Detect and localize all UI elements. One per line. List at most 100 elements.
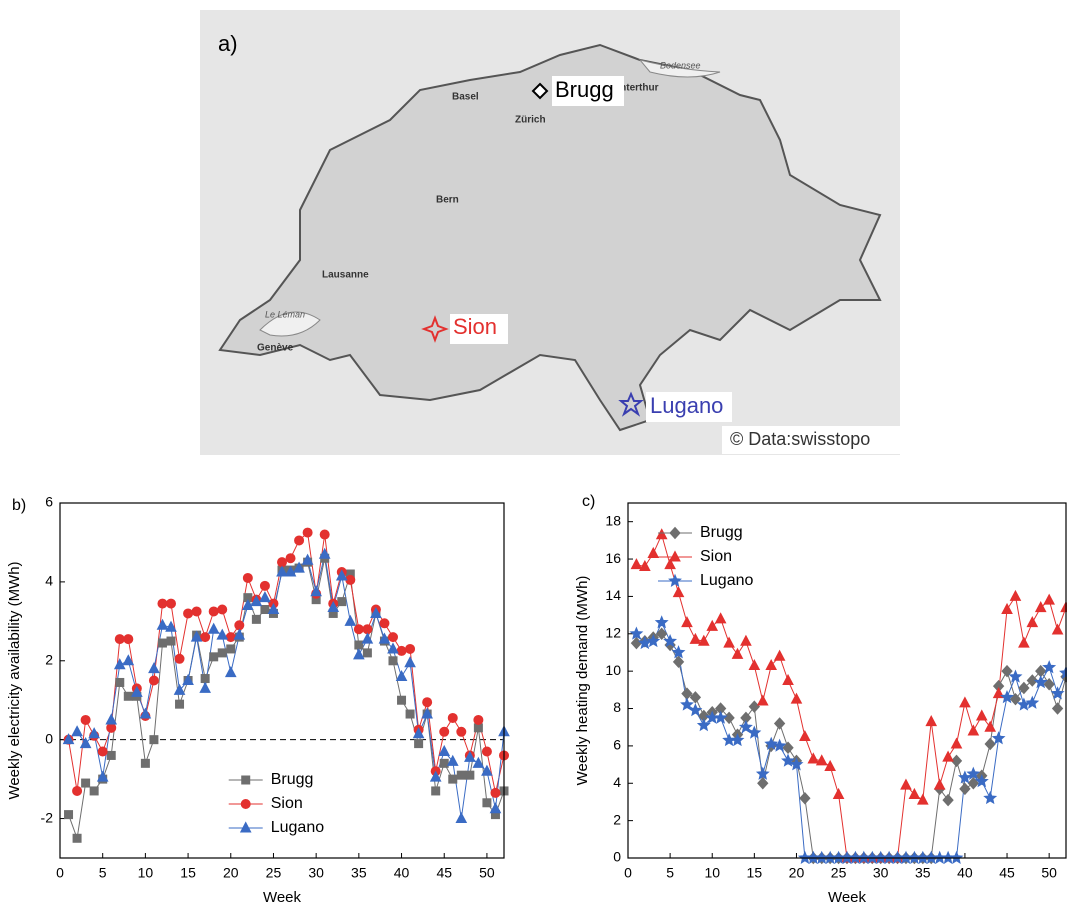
marker bbox=[824, 759, 836, 771]
marker bbox=[765, 658, 778, 671]
marker bbox=[191, 606, 202, 617]
marker bbox=[174, 653, 185, 664]
marker bbox=[421, 707, 433, 719]
panel-label: b) bbox=[12, 497, 26, 514]
site-marker bbox=[618, 391, 644, 417]
marker bbox=[396, 645, 407, 656]
marker bbox=[72, 785, 83, 796]
marker bbox=[639, 559, 651, 572]
y-tick-label: 0 bbox=[45, 730, 53, 746]
lake bbox=[259, 311, 321, 337]
marker bbox=[200, 674, 210, 684]
y-tick-label: -2 bbox=[41, 809, 54, 825]
marker bbox=[199, 681, 211, 693]
label-box bbox=[552, 76, 624, 106]
marker bbox=[353, 648, 365, 660]
marker bbox=[672, 655, 685, 669]
marker bbox=[1043, 593, 1055, 605]
marker bbox=[773, 649, 786, 661]
marker bbox=[671, 645, 686, 659]
legend-label: Sion bbox=[271, 795, 303, 812]
marker bbox=[925, 715, 938, 727]
x-tick-label: 40 bbox=[957, 865, 973, 881]
marker bbox=[354, 640, 364, 650]
marker bbox=[157, 598, 168, 609]
x-tick-label: 50 bbox=[479, 865, 495, 881]
marker bbox=[123, 634, 134, 645]
marker bbox=[431, 786, 441, 796]
plot-frame bbox=[59, 502, 505, 859]
marker bbox=[991, 731, 1006, 745]
marker bbox=[362, 624, 373, 635]
y-tick-label: 6 bbox=[45, 494, 53, 510]
marker bbox=[1050, 686, 1065, 700]
y-tick-label: 14 bbox=[605, 587, 621, 603]
marker bbox=[689, 691, 702, 704]
lake-label: Le Léman bbox=[265, 309, 305, 319]
marker bbox=[319, 529, 330, 540]
map-credit: © Data:swisstopo bbox=[730, 429, 870, 449]
city-label: Basel bbox=[452, 92, 479, 103]
legend-marker bbox=[668, 573, 682, 587]
marker bbox=[405, 709, 415, 719]
marker bbox=[672, 586, 685, 598]
marker bbox=[748, 658, 761, 671]
marker bbox=[370, 606, 382, 618]
marker bbox=[456, 726, 467, 737]
marker bbox=[387, 642, 399, 654]
marker bbox=[464, 750, 476, 762]
x-tick-label: 40 bbox=[394, 865, 410, 881]
marker bbox=[175, 699, 185, 709]
plot-frame bbox=[627, 502, 1067, 859]
marker bbox=[422, 697, 433, 708]
marker bbox=[64, 810, 74, 820]
marker bbox=[251, 614, 261, 624]
x-tick-label: 30 bbox=[308, 865, 324, 881]
marker bbox=[96, 770, 109, 782]
marker bbox=[933, 778, 946, 790]
marker bbox=[79, 737, 92, 749]
marker bbox=[764, 736, 779, 750]
marker bbox=[388, 632, 398, 643]
marker bbox=[815, 754, 828, 766]
y-tick-label: 18 bbox=[605, 512, 621, 528]
marker bbox=[706, 619, 719, 631]
marker bbox=[149, 735, 159, 745]
marker bbox=[482, 798, 492, 808]
marker bbox=[139, 707, 152, 719]
y-tick-label: 4 bbox=[45, 573, 53, 589]
marker bbox=[957, 770, 972, 784]
marker bbox=[234, 620, 245, 631]
marker bbox=[473, 714, 484, 725]
marker bbox=[1043, 677, 1055, 691]
y-tick-label: 2 bbox=[45, 651, 53, 667]
marker bbox=[647, 546, 660, 558]
marker bbox=[656, 627, 668, 641]
marker bbox=[397, 695, 407, 705]
marker bbox=[1034, 601, 1047, 613]
marker bbox=[106, 722, 117, 733]
marker bbox=[379, 618, 390, 629]
marker bbox=[1001, 602, 1013, 614]
marker bbox=[680, 697, 694, 711]
marker bbox=[353, 624, 364, 635]
marker bbox=[115, 677, 125, 687]
marker bbox=[114, 634, 125, 645]
marker bbox=[448, 774, 458, 784]
marker bbox=[799, 729, 811, 742]
panel-label: c) bbox=[582, 493, 595, 510]
y-tick-label: 0 bbox=[613, 849, 621, 865]
marker bbox=[97, 746, 108, 757]
marker bbox=[731, 647, 744, 659]
y-axis-label: Weekly electricity availability (MWh) bbox=[6, 561, 23, 799]
marker bbox=[959, 782, 971, 796]
marker bbox=[790, 692, 803, 704]
marker bbox=[310, 585, 322, 597]
marker bbox=[294, 535, 305, 546]
marker bbox=[1009, 692, 1022, 706]
site-label: Sion bbox=[453, 314, 497, 339]
marker bbox=[966, 766, 981, 780]
site-label: Lugano bbox=[650, 393, 723, 418]
marker bbox=[490, 787, 501, 798]
marker bbox=[446, 754, 459, 766]
